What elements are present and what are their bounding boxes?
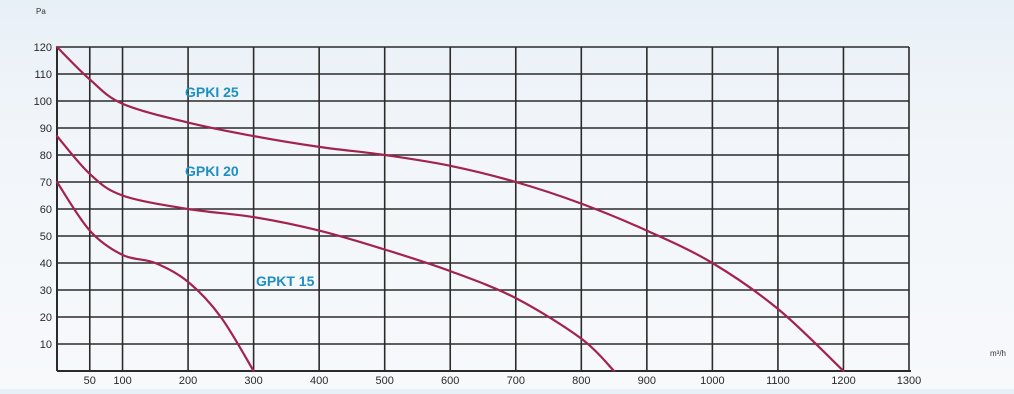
x-tick-label-900: 900 [638,375,656,387]
y-tick-label-30: 30 [40,285,52,297]
y-tick-label-70: 70 [40,177,52,189]
x-tick-label-800: 800 [572,375,590,387]
y-axis-unit-label: Pa [36,7,46,16]
y-tick-label-80: 80 [40,150,52,162]
series-label-gpki-20: GPKI 20 [185,163,239,179]
series-label-gpki-25: GPKI 25 [185,84,239,100]
x-tick-label-1000: 1000 [700,375,724,387]
x-tick-label-100: 100 [113,375,131,387]
y-axis-ticks: 10 20 30 40 50 60 70 80 90 100 110 120 [34,42,52,351]
series-line-gpkt-15 [55,180,255,373]
x-tick-label-400: 400 [310,375,328,387]
series-line-gpki-20 [55,135,616,373]
y-tick-label-120: 120 [34,42,52,54]
y-tick-label-40: 40 [40,258,52,270]
series-label-gpkt-15: GPKT 15 [256,273,315,289]
y-tick-label-90: 90 [40,123,52,135]
x-tick-label-50: 50 [84,375,96,387]
x-tick-label-1200: 1200 [831,375,855,387]
y-tick-label-10: 10 [40,339,52,351]
x-tick-label-200: 200 [179,375,197,387]
series-labels: GPKI 25 GPKI 20 GPKT 15 [185,84,315,289]
x-axis-ticks: 50 100 200 300 400 500 600 700 800 900 1000 1100 120… [84,375,922,387]
x-tick-label-700: 700 [507,375,525,387]
series-line-gpki-25 [55,45,845,373]
performance-curves [55,45,845,373]
x-tick-label-1100: 1100 [766,375,790,387]
y-tick-label-20: 20 [40,312,52,324]
x-axis-unit-label: m³/h [990,349,1006,358]
y-tick-label-60: 60 [40,204,52,216]
x-tick-label-1300: 1300 [897,375,921,387]
x-tick-label-500: 500 [376,375,394,387]
y-tick-label-110: 110 [34,69,52,81]
x-tick-label-300: 300 [244,375,262,387]
x-tick-label-600: 600 [441,375,459,387]
y-tick-label-100: 100 [34,96,52,108]
y-tick-label-50: 50 [40,231,52,243]
grid [56,46,911,372]
